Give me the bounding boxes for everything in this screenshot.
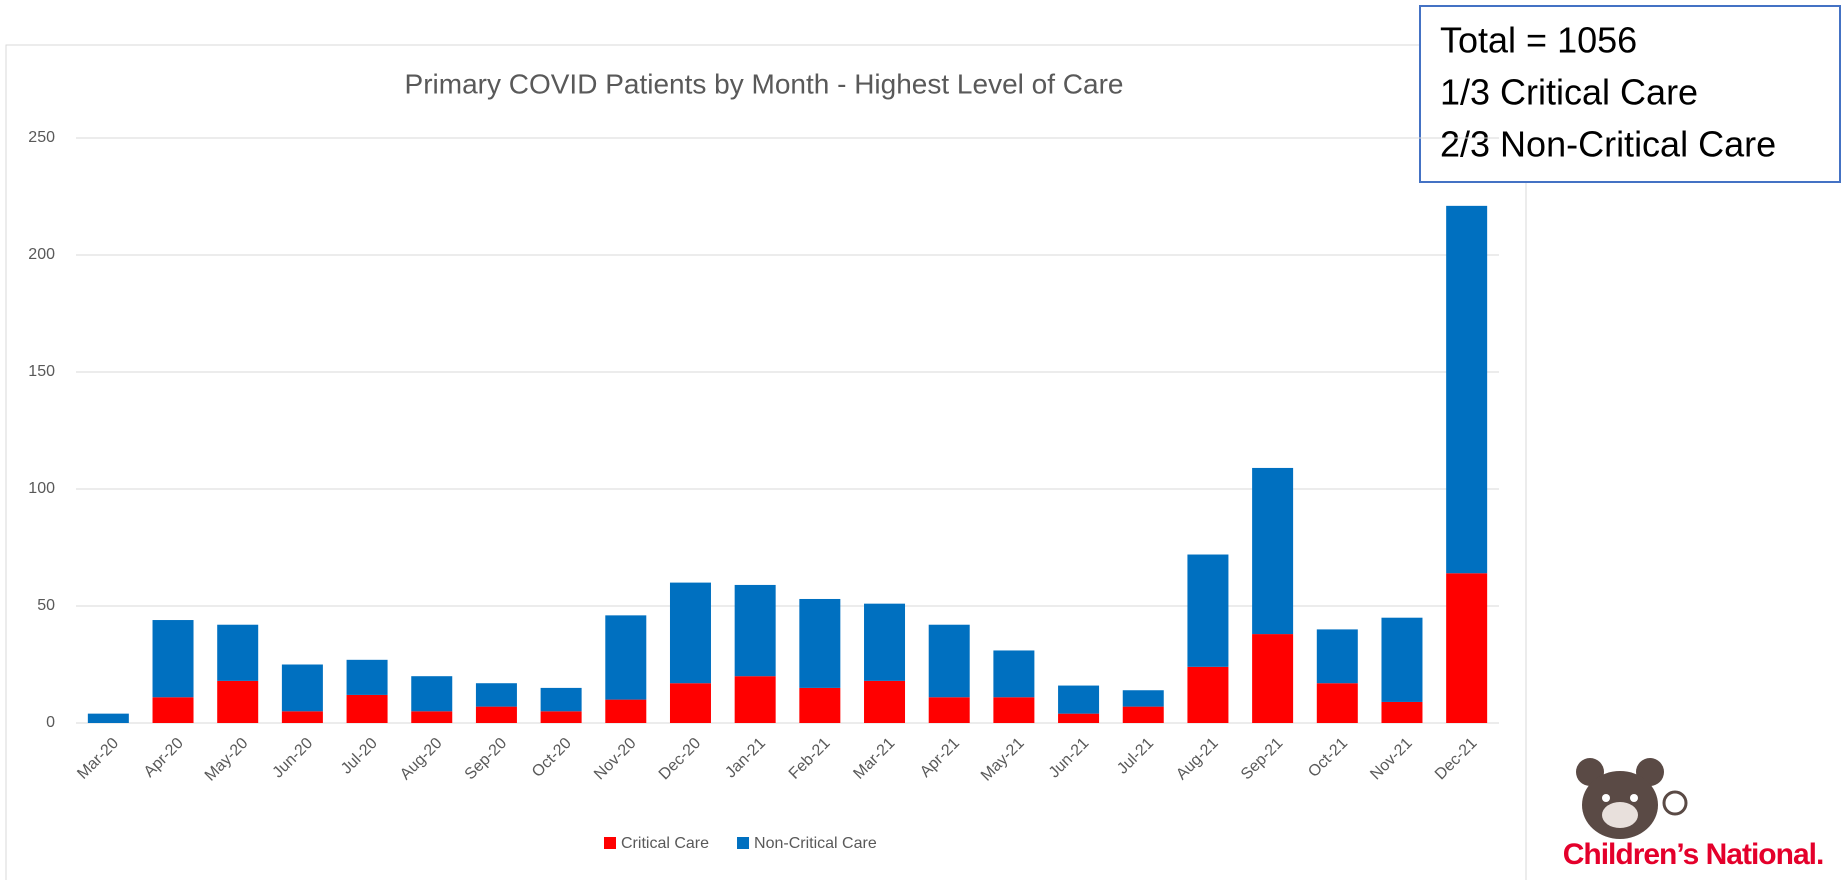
legend-label: Non-Critical Care xyxy=(754,835,877,852)
annotation-box xyxy=(1419,5,1841,183)
bar-segment xyxy=(605,615,647,700)
bar-segment xyxy=(669,582,711,684)
bar-segment xyxy=(346,659,388,695)
bar-segment xyxy=(1381,617,1423,702)
bar-segment xyxy=(1252,467,1294,635)
logo-text: Children’s National. xyxy=(1563,838,1824,871)
bar-segment xyxy=(669,683,711,723)
y-tick-label: 100 xyxy=(28,480,55,497)
annotation: 2/3 Non-Critical Care xyxy=(1440,124,1776,165)
bar-segment xyxy=(281,711,323,723)
bar-segment xyxy=(734,676,776,723)
bar-segment xyxy=(87,713,129,723)
bar-segment xyxy=(1446,205,1488,574)
bar-segment xyxy=(1187,554,1229,667)
bar-segment xyxy=(217,680,259,723)
bar-segment xyxy=(540,687,582,712)
annotation: 1/3 Critical Care xyxy=(1440,72,1698,113)
bar-segment xyxy=(1187,666,1229,723)
bar-segment xyxy=(993,650,1035,698)
bar-segment xyxy=(928,624,970,698)
bar-segment xyxy=(1316,629,1358,684)
bar-segment xyxy=(734,584,776,677)
bar-segment xyxy=(411,711,453,723)
bar-segment xyxy=(1446,573,1488,723)
bar-segment xyxy=(152,697,194,723)
chart-frame xyxy=(5,44,1527,880)
bar-segment xyxy=(1122,706,1164,723)
bar-segment xyxy=(411,676,453,712)
bar-segment xyxy=(1252,634,1294,723)
bar-segment xyxy=(152,620,194,698)
bar-segment xyxy=(1316,683,1358,723)
bar-segment xyxy=(346,694,388,723)
y-tick-label: 250 xyxy=(28,129,55,146)
bar-segment xyxy=(281,664,323,712)
bar-segment xyxy=(799,687,841,723)
legend-swatch xyxy=(604,837,616,849)
y-tick-label: 200 xyxy=(28,246,55,263)
bar-segment xyxy=(540,711,582,723)
bar-segment xyxy=(928,697,970,723)
bar-segment xyxy=(475,683,517,707)
bar-segment xyxy=(1058,713,1100,723)
bar-segment xyxy=(864,680,906,723)
bar-segment xyxy=(864,603,906,681)
y-tick-label: 150 xyxy=(28,363,55,380)
bar-segment xyxy=(217,624,259,681)
bar-segment xyxy=(1058,685,1100,714)
annotation: Total = 1056 xyxy=(1440,20,1637,61)
logo-bear xyxy=(1576,758,1688,839)
legend-label: Critical Care xyxy=(621,835,709,852)
legend-swatch xyxy=(737,837,750,849)
bar-segment xyxy=(475,706,517,723)
bar-segment xyxy=(1381,701,1423,723)
chart-title: Primary COVID Patients by Month - Highes… xyxy=(405,68,1124,99)
bar-segment xyxy=(605,699,647,723)
bar-segment xyxy=(1122,690,1164,707)
bar-segment xyxy=(993,697,1035,723)
y-tick-label: 0 xyxy=(46,714,55,731)
bar-segment xyxy=(799,598,841,688)
y-tick-label: 50 xyxy=(37,597,55,614)
